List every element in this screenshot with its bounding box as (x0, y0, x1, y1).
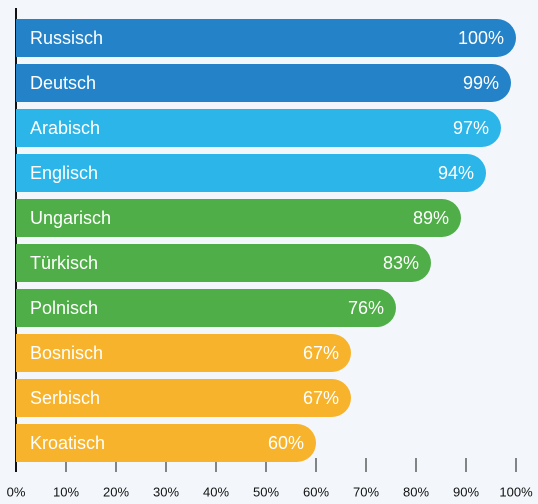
value-label: 99% (463, 73, 499, 93)
bar (16, 19, 516, 57)
x-tick-label: 10% (53, 484, 79, 499)
x-tick-label: 90% (453, 484, 479, 499)
category-label: Bosnisch (30, 343, 103, 363)
category-label: Englisch (30, 163, 98, 183)
category-label: Polnisch (30, 298, 98, 318)
bar (16, 109, 501, 147)
x-tick-label: 0% (7, 484, 26, 499)
bar (16, 379, 351, 417)
category-label: Russisch (30, 28, 103, 48)
category-label: Ungarisch (30, 208, 111, 228)
bar (16, 154, 486, 192)
category-label: Serbisch (30, 388, 100, 408)
category-label: Kroatisch (30, 433, 105, 453)
x-tick-label: 50% (253, 484, 279, 499)
category-label: Türkisch (30, 253, 98, 273)
x-tick-label: 20% (103, 484, 129, 499)
bar (16, 199, 461, 237)
value-label: 100% (458, 28, 504, 48)
x-tick-label: 70% (353, 484, 379, 499)
value-label: 67% (303, 343, 339, 363)
value-label: 60% (268, 433, 304, 453)
bar (16, 244, 431, 282)
category-label: Arabisch (30, 118, 100, 138)
bar (16, 334, 351, 372)
x-tick-label: 30% (153, 484, 179, 499)
category-label: Deutsch (30, 73, 96, 93)
value-label: 97% (453, 118, 489, 138)
x-tick-label: 60% (303, 484, 329, 499)
x-tick-label: 100% (499, 484, 533, 499)
bar (16, 64, 511, 102)
value-label: 67% (303, 388, 339, 408)
value-label: 94% (438, 163, 474, 183)
value-label: 83% (383, 253, 419, 273)
bar (16, 289, 396, 327)
x-tick-label: 40% (203, 484, 229, 499)
bar (16, 424, 316, 462)
x-tick-label: 80% (403, 484, 429, 499)
value-label: 76% (348, 298, 384, 318)
value-label: 89% (413, 208, 449, 228)
